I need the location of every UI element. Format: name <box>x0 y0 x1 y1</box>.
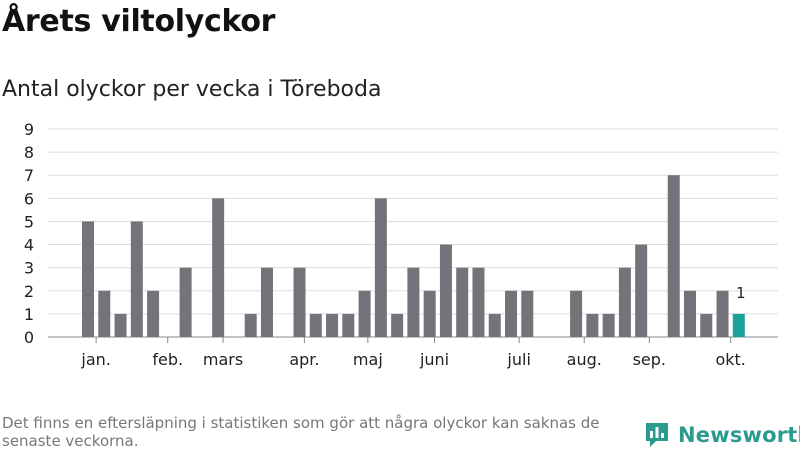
bar <box>586 313 599 337</box>
bar <box>309 313 322 337</box>
x-tick-label: aug. <box>567 350 602 369</box>
bar <box>82 221 94 337</box>
bar <box>98 290 111 337</box>
bar <box>700 313 713 337</box>
x-tick-label: feb. <box>152 350 183 369</box>
bar <box>635 244 648 337</box>
x-tick-label: mars <box>203 350 243 369</box>
bar <box>439 244 452 337</box>
x-tick-label: okt. <box>715 350 745 369</box>
footnote: Det finns en eftersläpning i statistiken… <box>2 414 600 450</box>
y-tick-label: 2 <box>24 282 34 301</box>
bar <box>456 267 469 337</box>
x-tick-label: juli <box>506 350 530 369</box>
y-tick-label: 0 <box>24 328 34 347</box>
bar <box>683 290 696 337</box>
bar <box>147 290 160 337</box>
y-tick-label: 1 <box>24 305 34 324</box>
bar <box>488 313 501 337</box>
y-tick-label: 7 <box>24 166 34 185</box>
y-tick-label: 4 <box>24 236 34 255</box>
y-tick-label: 3 <box>24 259 34 278</box>
bar <box>374 198 387 337</box>
highlight-data-label: 1 <box>736 284 746 302</box>
chart-title: Årets viltolyckor <box>2 4 276 39</box>
bar <box>521 290 534 337</box>
bar <box>326 313 339 337</box>
bar <box>618 267 631 337</box>
bar <box>667 175 680 337</box>
bar <box>407 267 420 337</box>
bar-highlight <box>732 313 745 337</box>
bar <box>472 267 485 337</box>
y-tick-label: 9 <box>24 120 34 139</box>
chart-subtitle: Antal olyckor per vecka i Töreboda <box>2 77 382 102</box>
x-tick-label: jan. <box>80 350 110 369</box>
bar <box>212 198 225 337</box>
x-tick-label: sep. <box>633 350 666 369</box>
bar <box>602 313 615 337</box>
bar <box>423 290 436 337</box>
y-tick-label: 5 <box>24 212 34 231</box>
y-tick-label: 6 <box>24 189 34 208</box>
x-tick-label: maj <box>353 350 383 369</box>
bar <box>391 313 404 337</box>
bar <box>570 290 583 337</box>
x-tick-label: apr. <box>289 350 319 369</box>
bar <box>505 290 518 337</box>
bar <box>260 267 273 337</box>
bar <box>358 290 371 337</box>
x-tick-label: juni <box>419 350 449 369</box>
bar <box>114 313 127 337</box>
bar <box>179 267 192 337</box>
bar <box>293 267 306 337</box>
bar <box>342 313 355 337</box>
bar <box>716 290 729 337</box>
y-tick-label: 8 <box>24 143 34 162</box>
newsworthy-brand[interactable]: Newsworthy <box>644 420 800 450</box>
bar-chart-logo-icon <box>646 423 668 447</box>
brand-name: Newsworthy <box>678 423 800 447</box>
bar-chart: 0 1 2 3 4 5 6 7 8 9 1 jan. feb. mars apr. maj juni juli au… <box>24 120 778 369</box>
bar <box>244 313 257 337</box>
bar <box>130 221 143 337</box>
